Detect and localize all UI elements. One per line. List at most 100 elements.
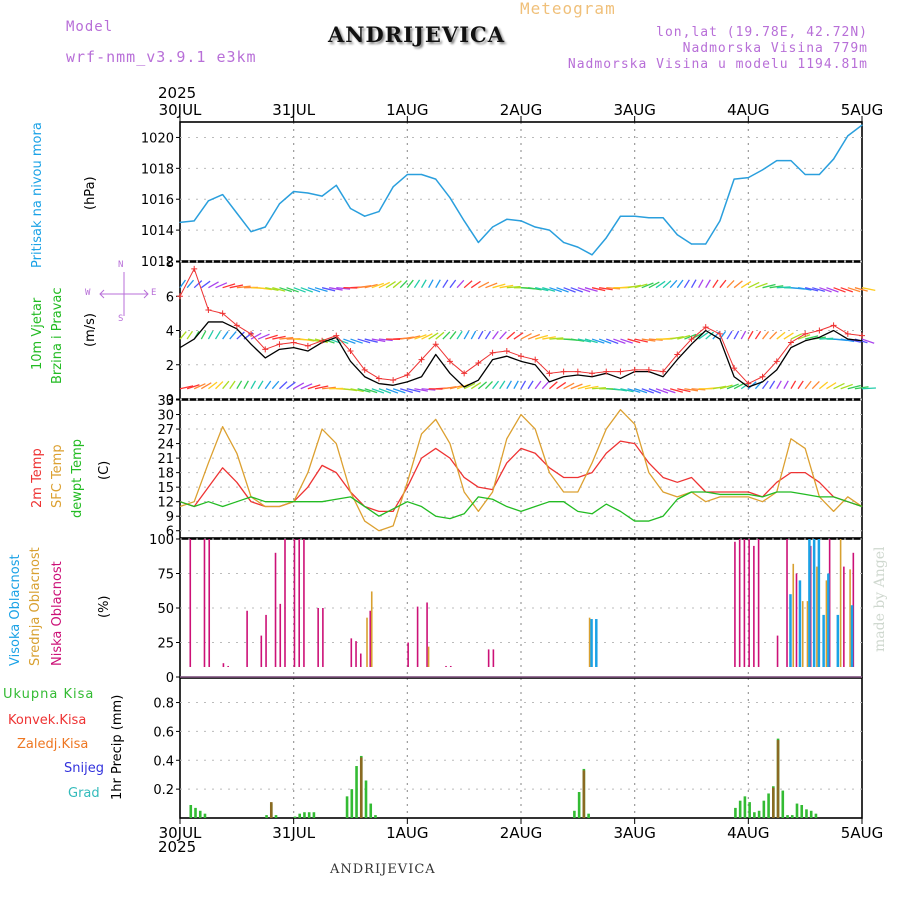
wind-barb <box>477 381 488 390</box>
precip-total-bar <box>189 805 193 818</box>
wind-barb <box>243 380 249 390</box>
cloud-low-bar <box>246 610 248 667</box>
wind-barb <box>428 332 439 340</box>
cloud-low-bar <box>445 665 447 667</box>
cloud-low-bar <box>738 539 741 667</box>
cloud-low-bar <box>260 635 263 667</box>
cloud-high-bar <box>817 539 821 667</box>
wind-barb <box>343 338 356 345</box>
cloud-low-bar <box>298 539 301 667</box>
cloud-low-bar <box>279 603 282 667</box>
wind-barb <box>670 388 684 393</box>
wind-barb <box>420 279 427 289</box>
wind-barb <box>833 287 846 293</box>
gust-marker <box>461 370 468 377</box>
wind-barb <box>314 287 328 293</box>
wind-barb <box>193 383 206 390</box>
precip-total-bar <box>790 815 794 818</box>
wind-barb <box>599 287 613 291</box>
wind-barb <box>513 332 524 340</box>
wind-barb <box>407 335 421 340</box>
cloud-low-bar <box>284 539 286 667</box>
wind-barb <box>556 287 569 293</box>
wind-barb <box>343 388 358 392</box>
wind-barb <box>570 287 583 293</box>
wind-barb <box>733 280 743 289</box>
cloud-low-bar <box>753 545 755 667</box>
pressure-point <box>449 197 451 199</box>
precip-total-bar <box>762 800 766 818</box>
wind-barb <box>421 388 436 391</box>
wind-barb <box>271 380 280 390</box>
wind-barb <box>400 388 413 394</box>
y-tick-label-p2: 18 <box>157 467 174 482</box>
wind-barb <box>385 388 399 394</box>
wind-barb <box>300 338 315 342</box>
pressure-point <box>193 220 195 222</box>
gust-marker <box>304 342 311 349</box>
y-tick-label-p3: 0 <box>166 671 174 686</box>
wind-barb <box>726 330 733 340</box>
precip-conv-bar <box>582 770 586 818</box>
pressure-point <box>250 231 252 233</box>
wind-barb <box>670 336 684 340</box>
wind-barb <box>279 336 294 340</box>
wind-barb <box>421 333 433 340</box>
wind-barb <box>300 287 313 293</box>
model-name: wrf-nmm_v3.9.1 e3km <box>66 48 257 66</box>
cloud-low-bar <box>843 566 845 667</box>
wind-barb <box>620 338 633 344</box>
wind-barb <box>272 335 286 340</box>
wind-barb <box>250 332 262 340</box>
wind-barb <box>506 380 512 390</box>
date-label-bottom: 4AUG <box>727 824 769 842</box>
cloud-high-bar <box>836 614 840 667</box>
compass-w: W <box>85 288 91 298</box>
gust-marker <box>589 370 596 377</box>
wind-barb <box>684 388 699 392</box>
wind-barb <box>179 331 187 340</box>
pressure-point <box>761 169 764 171</box>
legend-total: Ukupna Kisa <box>3 687 95 702</box>
y-tick-label-p0: 1014 <box>141 224 174 239</box>
wind-barb <box>265 334 278 340</box>
cloud-low-bar <box>222 663 225 667</box>
wind-barb <box>257 333 270 340</box>
gust-marker <box>390 377 397 384</box>
wind-barb <box>854 287 868 292</box>
precip-total-bar <box>738 800 742 818</box>
cloud-mid-bar <box>806 601 809 667</box>
gust-marker <box>745 380 752 387</box>
wind-barb <box>527 333 541 340</box>
wind-barb <box>847 384 861 390</box>
wind-barb <box>236 380 243 390</box>
cloud-low-bar <box>322 608 324 667</box>
wind-barb <box>279 287 293 293</box>
wind-barb <box>648 388 662 394</box>
wind-barb <box>662 388 676 394</box>
wind-barb <box>385 280 396 289</box>
wind-barb <box>200 382 212 390</box>
wind-barb <box>407 388 421 393</box>
y-tick-label-p4: 0.2 <box>153 783 174 798</box>
wind-barb <box>776 331 786 340</box>
precip-total-bar <box>573 810 576 818</box>
gust-marker <box>546 370 553 377</box>
wind-barb <box>691 388 706 391</box>
pressure-point <box>236 212 238 214</box>
wind-barb <box>613 388 627 392</box>
wind-barb <box>690 279 697 289</box>
cloud-low-bar <box>265 614 267 667</box>
wind-barb <box>797 380 804 390</box>
wind-barb <box>577 287 591 293</box>
cloud-high-bar <box>595 619 598 667</box>
wind-barb <box>719 384 733 390</box>
wind-barb <box>584 385 599 390</box>
wind-barb <box>535 287 549 292</box>
wind-barb <box>805 335 819 340</box>
wind-barb <box>485 381 493 390</box>
wind-barb <box>229 331 237 340</box>
gust-marker <box>816 327 823 334</box>
wind-barb <box>207 330 214 340</box>
y-tick-label-p1: 8 <box>166 256 174 271</box>
